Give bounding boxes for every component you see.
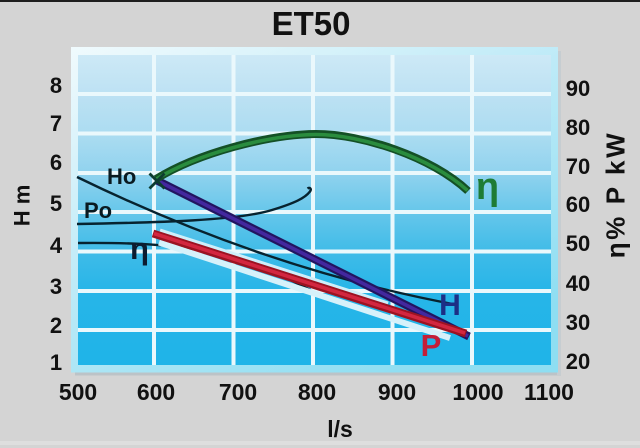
svg-text:H: H <box>439 289 461 322</box>
svg-text:2: 2 <box>50 313 62 338</box>
svg-text:η: η <box>130 231 149 266</box>
svg-text:500: 500 <box>59 379 97 405</box>
svg-text:80: 80 <box>566 115 590 140</box>
svg-text:P: P <box>421 328 442 363</box>
svg-text:700: 700 <box>219 379 257 405</box>
svg-text:l/s: l/s <box>327 416 353 442</box>
svg-text:1000: 1000 <box>452 379 503 405</box>
svg-text:20: 20 <box>566 349 590 374</box>
svg-text:50: 50 <box>566 231 590 256</box>
svg-text:η% P kW: η% P kW <box>601 131 631 259</box>
svg-text:40: 40 <box>566 271 590 296</box>
svg-text:900: 900 <box>378 379 416 405</box>
svg-text:Po: Po <box>84 198 112 223</box>
svg-text:ET50: ET50 <box>272 5 351 42</box>
svg-text:8: 8 <box>50 73 62 98</box>
svg-text:600: 600 <box>137 379 175 405</box>
svg-text:1: 1 <box>50 350 62 375</box>
svg-text:η: η <box>476 166 499 208</box>
svg-text:90: 90 <box>566 76 590 101</box>
svg-text:5: 5 <box>50 191 62 216</box>
svg-text:60: 60 <box>566 192 590 217</box>
svg-text:70: 70 <box>566 154 590 179</box>
svg-text:4: 4 <box>50 233 63 258</box>
svg-text:1100: 1100 <box>524 379 574 405</box>
svg-text:Ho: Ho <box>107 164 136 189</box>
svg-text:6: 6 <box>50 150 62 175</box>
svg-text:7: 7 <box>50 111 62 136</box>
svg-text:800: 800 <box>298 379 336 405</box>
svg-text:H m: H m <box>10 185 35 227</box>
svg-text:3: 3 <box>50 274 62 299</box>
svg-text:30: 30 <box>566 310 590 335</box>
